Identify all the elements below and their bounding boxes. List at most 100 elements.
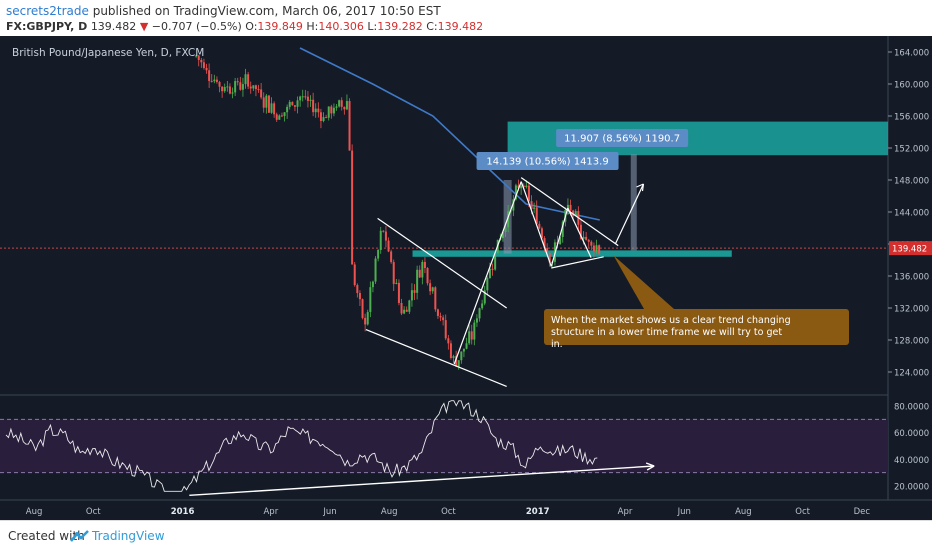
candle-body — [301, 96, 304, 98]
candle-body — [270, 103, 273, 113]
candle-body — [280, 115, 283, 117]
candle-body — [566, 204, 569, 210]
candle — [566, 198, 569, 216]
candle-body — [358, 293, 361, 300]
candle-body — [455, 356, 458, 367]
candle — [426, 267, 429, 286]
note-text-line: structure in a lower time frame we will … — [551, 327, 782, 338]
candle-body — [374, 258, 377, 282]
candle-body — [470, 331, 473, 340]
candle-body — [327, 106, 330, 118]
candle-body — [202, 62, 205, 68]
candle — [343, 106, 346, 115]
candle-body — [423, 261, 426, 269]
candle — [254, 84, 257, 97]
candle-body — [322, 117, 325, 122]
tradingview-logo-icon[interactable] — [70, 528, 90, 547]
candle-body — [231, 92, 234, 94]
price-tick-label: 136.000 — [894, 273, 929, 283]
chart-area[interactable]: 164.000 160.000 156.000 152.000 148.000 144.0… — [0, 36, 932, 520]
candle-body — [208, 70, 211, 81]
rsi-trendline — [189, 465, 655, 497]
candle-body — [330, 106, 333, 114]
candle — [275, 112, 278, 122]
candle — [470, 324, 473, 345]
candle-body — [353, 264, 356, 286]
candle — [249, 81, 252, 94]
candle — [283, 112, 286, 122]
breakout-arrow-line — [614, 183, 645, 245]
candle — [598, 244, 601, 256]
candle-body — [465, 343, 468, 349]
measure-bar-right — [630, 154, 637, 251]
candle-body — [447, 338, 450, 344]
candle-body — [200, 59, 203, 63]
candle — [546, 243, 549, 255]
price-tick-label: 156.000 — [894, 113, 929, 123]
rsi-tick-label: 80.0000 — [894, 403, 929, 413]
candle-body — [286, 106, 289, 113]
candle — [226, 80, 229, 92]
candle-body — [431, 287, 434, 292]
candle-body — [543, 238, 546, 249]
candle-body — [254, 85, 257, 90]
candle — [447, 334, 450, 350]
candle — [434, 286, 437, 312]
candle-body — [338, 100, 341, 107]
author-link[interactable]: secrets2trade — [6, 4, 89, 18]
candle — [397, 279, 400, 306]
candle — [280, 112, 283, 117]
wedge-lower-line — [365, 329, 507, 387]
time-tick-label: Jun — [677, 507, 691, 517]
candle-body — [520, 185, 523, 189]
time-tick-label: Oct — [795, 507, 810, 517]
high-label: H: — [306, 20, 319, 33]
candle — [520, 183, 523, 195]
candle-body — [416, 269, 419, 293]
candle — [252, 85, 255, 92]
candle-body — [228, 86, 231, 94]
candle — [332, 103, 335, 117]
candle-body — [387, 240, 390, 252]
candle-body — [296, 100, 299, 107]
candle-body — [540, 228, 543, 239]
candle-body — [522, 185, 525, 188]
candle-body — [561, 221, 564, 238]
time-tick-label: Aug — [26, 507, 43, 517]
candle — [535, 200, 538, 225]
time-tick-label: Dec — [854, 507, 871, 517]
price-tick-label: 164.000 — [894, 49, 929, 59]
time-tick-label: 2017 — [526, 507, 550, 517]
breakout-arrow-head — [636, 183, 645, 192]
candle-body — [369, 287, 372, 313]
candle-body — [585, 236, 588, 240]
candle — [299, 95, 302, 107]
candle — [262, 92, 265, 113]
low-label: L: — [367, 20, 378, 33]
candle-body — [343, 106, 346, 110]
chart-title: British Pound/Japanese Yen, D, FXCM — [12, 47, 204, 59]
candle-body — [278, 115, 281, 120]
candle — [491, 263, 494, 276]
candle-body — [319, 112, 322, 122]
candle-body — [262, 97, 265, 108]
candle — [205, 63, 208, 74]
tradingview-brand[interactable]: TradingView — [92, 529, 165, 543]
candle — [241, 77, 244, 97]
candle-body — [491, 268, 494, 270]
candle — [228, 83, 231, 95]
support-zone — [412, 250, 732, 257]
candle — [301, 89, 304, 102]
candle-body — [213, 79, 216, 82]
time-tick-label: Aug — [735, 507, 752, 517]
candle-body — [504, 227, 507, 233]
rsi-tick-label: 40.0000 — [894, 456, 929, 466]
candle-body — [494, 253, 497, 270]
candle-body — [377, 250, 380, 259]
candle — [312, 92, 315, 117]
candle — [548, 252, 551, 267]
zigzag-2 — [520, 181, 552, 267]
candle-body — [223, 86, 226, 92]
created-with-text: Created with — [8, 529, 85, 543]
price-chart-svg[interactable]: 164.000 160.000 156.000 152.000 148.000 144.0… — [0, 36, 932, 520]
